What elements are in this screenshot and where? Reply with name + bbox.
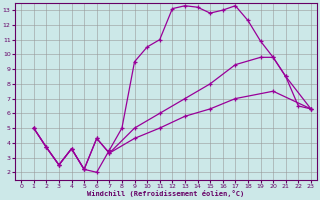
- X-axis label: Windchill (Refroidissement éolien,°C): Windchill (Refroidissement éolien,°C): [87, 190, 245, 197]
